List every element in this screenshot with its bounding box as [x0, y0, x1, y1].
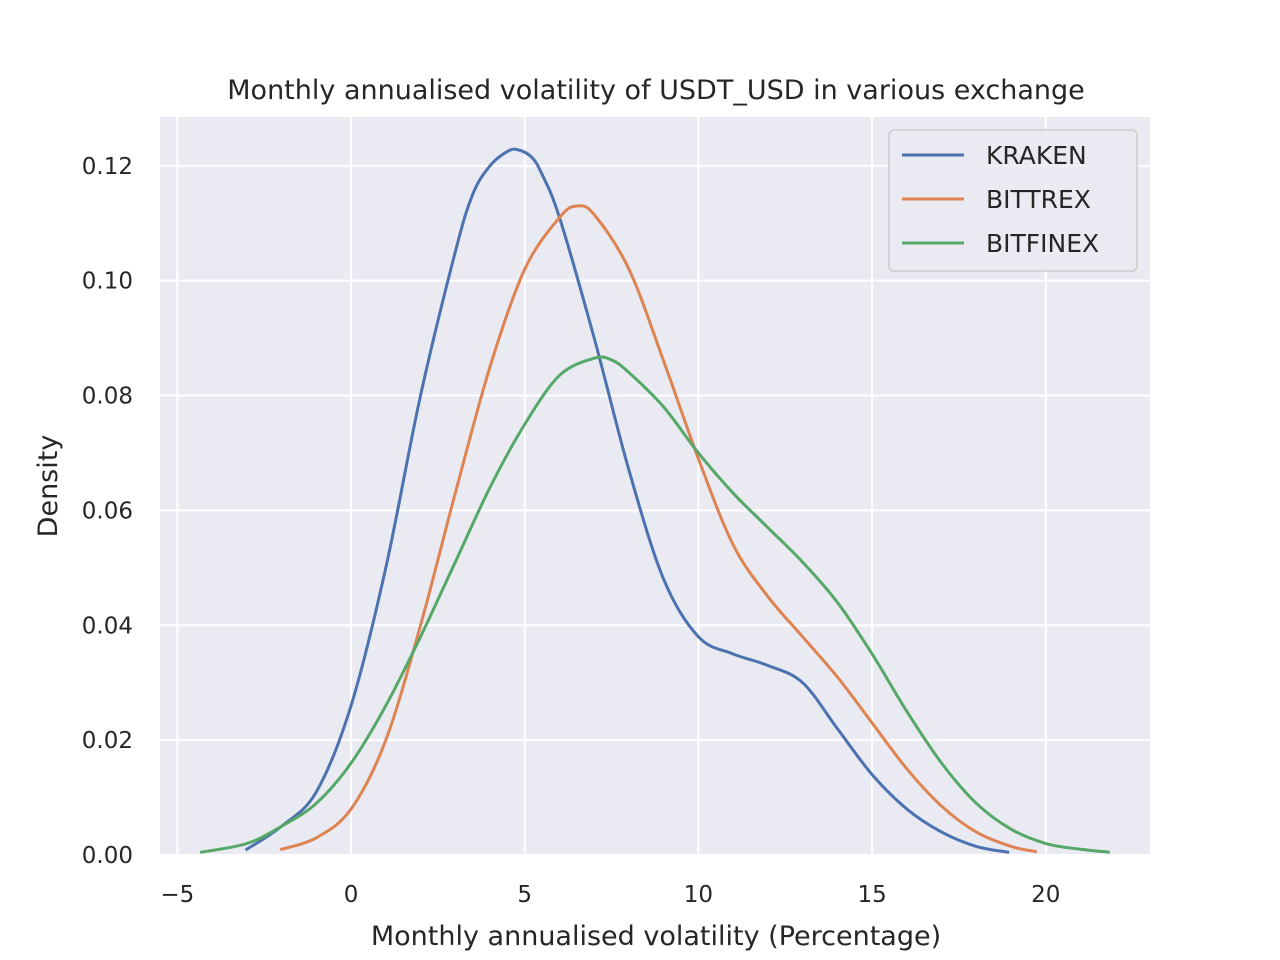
series-line-bittrex [279, 204, 1038, 854]
y-tick-label: 0.10 [82, 269, 133, 295]
x-tick-labels: −5 0 5 10 15 20 [160, 882, 1060, 908]
x-tick-label: 10 [684, 882, 713, 908]
y-tick-label: 0.08 [82, 384, 133, 410]
x-tick-label: 0 [344, 882, 359, 908]
legend-label-kraken: KRAKEN [986, 141, 1087, 170]
series-line-bitfinex [199, 355, 1110, 854]
y-tick-label: 0.02 [82, 728, 133, 754]
legend-label-bittrex: BITTREX [986, 185, 1091, 214]
x-axis-label: Monthly annualised volatility (Percentag… [371, 921, 941, 952]
y-tick-labels: 0.00 0.02 0.04 0.06 0.08 0.10 0.12 [82, 154, 133, 869]
legend-box [888, 129, 1138, 272]
series-lines [199, 147, 1110, 854]
y-tick-label: 0.00 [82, 843, 133, 869]
x-tick-label: 5 [517, 882, 532, 908]
series-line-kraken [244, 147, 1010, 854]
y-tick-label: 0.12 [82, 154, 133, 180]
y-axis-label: Density [33, 435, 64, 538]
y-tick-label: 0.06 [82, 498, 133, 524]
x-tick-label: 20 [1031, 882, 1060, 908]
x-tick-label: 15 [857, 882, 886, 908]
y-tick-label: 0.04 [82, 613, 133, 639]
chart-title: Monthly annualised volatility of USDT_US… [227, 75, 1084, 106]
x-tick-label: −5 [160, 882, 194, 908]
legend: KRAKEN BITTREX BITFINEX [888, 129, 1138, 272]
legend-label-bitfinex: BITFINEX [986, 229, 1099, 258]
